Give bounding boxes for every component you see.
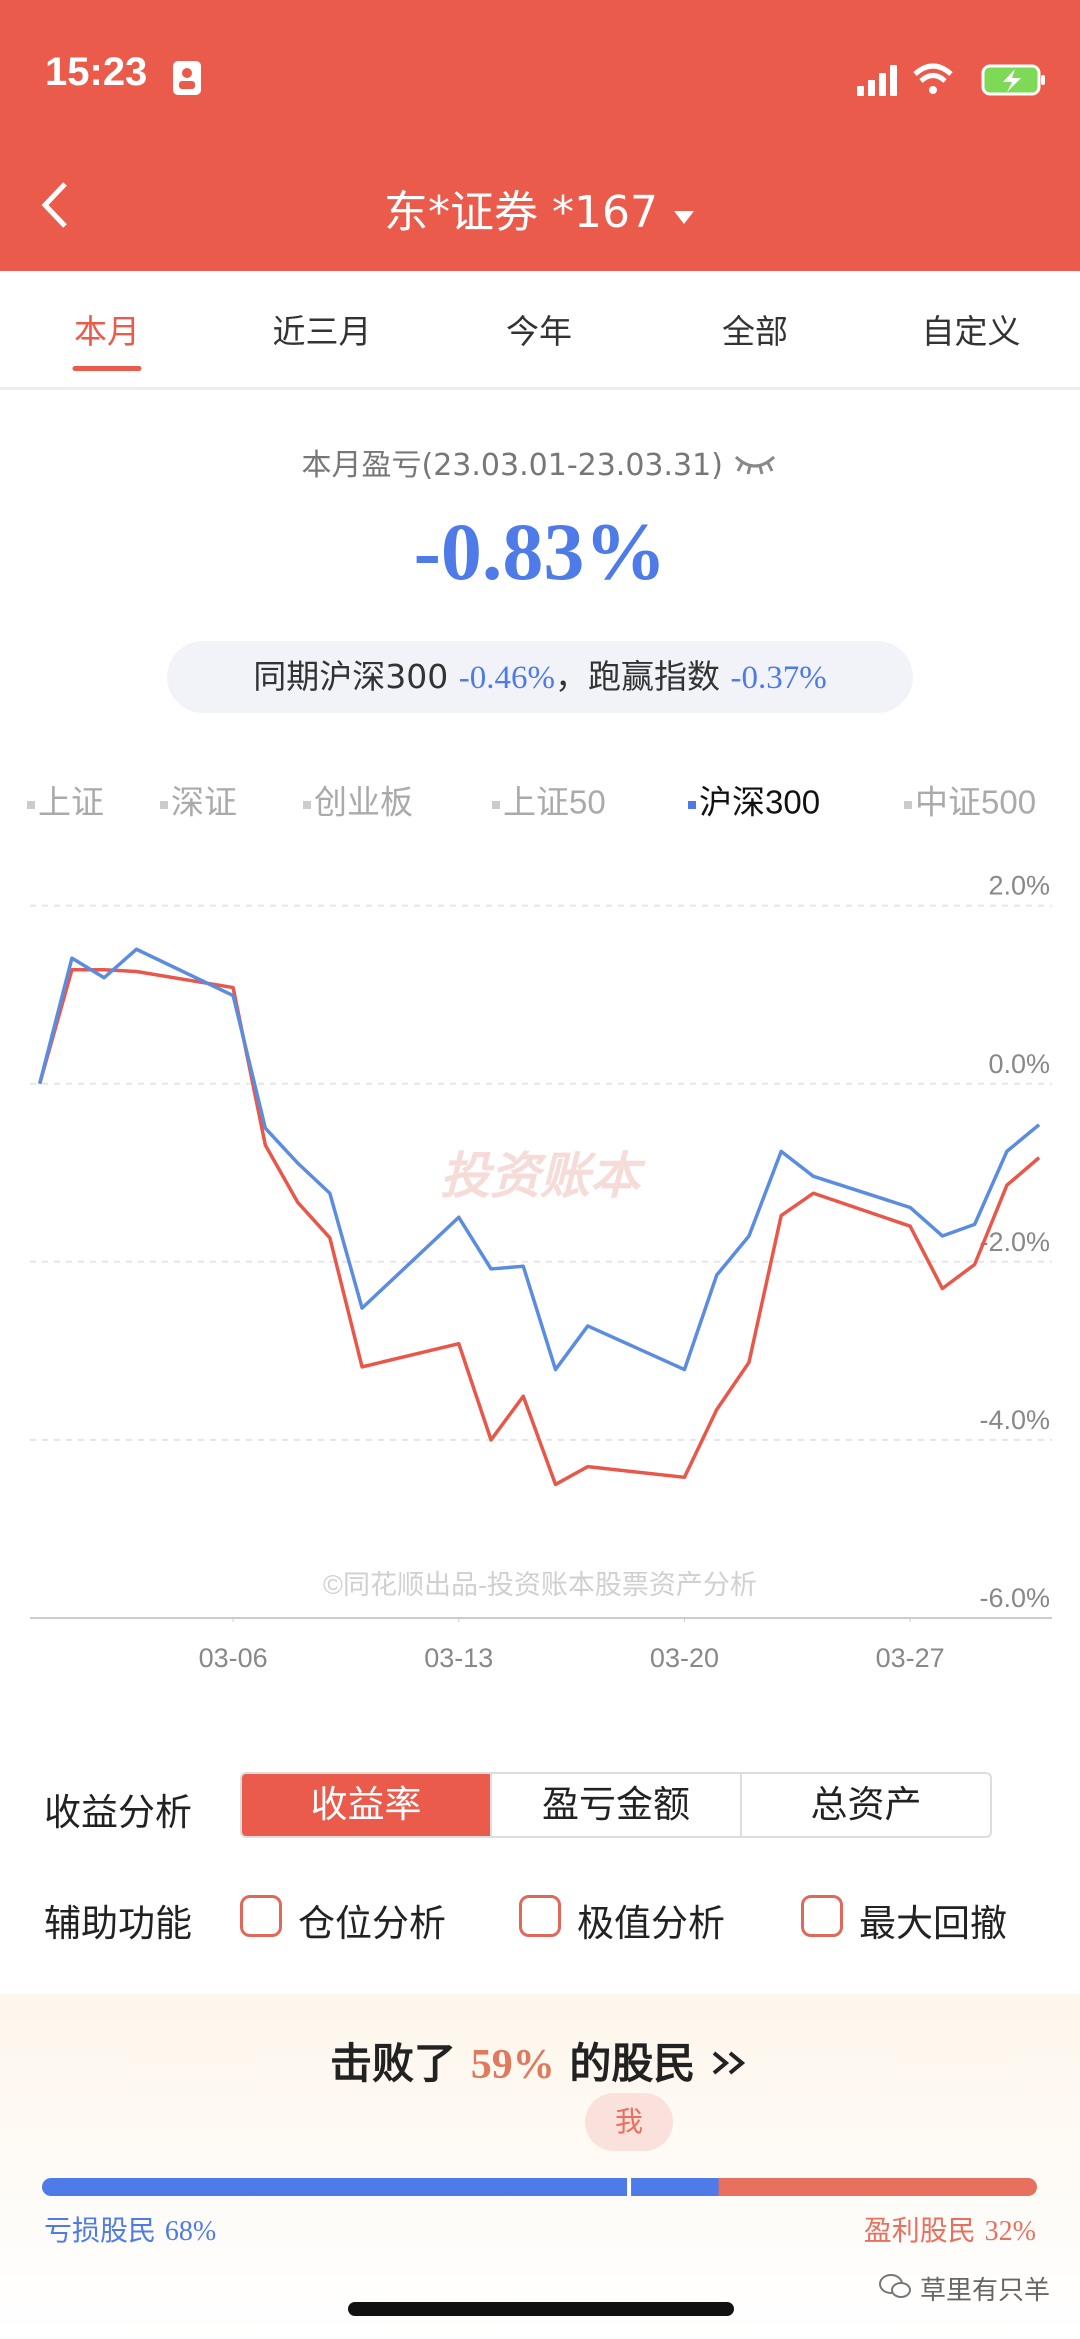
author-name: 草里有只羊 [919,2276,1050,2306]
period-label: 本月盈亏(23.03.01-23.03.31) [301,448,723,483]
profit-value: 32% [984,2216,1036,2247]
analysis-option[interactable]: 收益率 [242,1774,490,1836]
summary-label: 本月盈亏(23.03.01-23.03.31) [0,440,1080,484]
loss-segment-end [709,2178,719,2196]
status-icons [857,63,1045,96]
analysis-selector: 收益率 盈亏金额 总资产 [240,1772,992,1838]
legend-label[interactable]: 沪深300 [699,784,820,821]
status-icon [173,61,201,95]
profit-label: 盈利股民 32% [864,2209,1036,2249]
period-tab[interactable]: 近三月 [272,312,372,351]
y-tick-label: -6.0% [979,1583,1050,1613]
loss-label: 亏损股民 68% [44,2209,216,2249]
legend-marker [160,801,168,809]
auxiliary-label: 辅助功能 [44,1902,192,1945]
legend-label[interactable]: 中证500 [915,784,1036,821]
author-watermark: 草里有只羊 [878,2270,1050,2307]
checkbox[interactable] [801,1895,843,1937]
legend-marker [27,801,35,809]
loss-value: 68% [164,2216,217,2247]
excess-return: -0.37% [730,660,827,696]
beat-prefix: 击败了 [330,2039,457,2088]
chart-watermark: 投资账本 [440,1148,646,1204]
more-arrows [712,2051,746,2075]
legend-label[interactable]: 上证50 [503,784,606,821]
ranking-bar [42,2178,1037,2196]
legend-label[interactable]: 上证 [38,784,104,821]
legend-marker [904,801,912,809]
profit-segment [709,2178,1037,2196]
tab-underline [72,366,142,371]
legend-marker [492,801,500,809]
ranking-section [0,1994,1080,2339]
legend-marker [688,801,696,809]
legend-label[interactable]: 深证 [171,784,237,821]
chart-credit: ©同花顺出品-投资账本股票资产分析 [323,1570,757,1600]
checkbox[interactable] [519,1895,561,1937]
period-tab[interactable]: 自定义 [921,312,1021,351]
header-bar [0,0,1080,271]
analysis-label: 收益分析 [44,1791,192,1834]
account-title[interactable]: 东*证券 *167 [0,176,1080,240]
period-tabs: 本月 近三月 今年 全部 自定义 [0,271,1080,390]
compare-label: 同期沪深300 [253,657,449,696]
return-chart: 上证 深证 创业板 上证50 沪深300 中证500 投资账本 ©同花顺出品-投资账本股票资产… [27,784,1052,1673]
wechat-icon [878,2274,911,2298]
checkbox-label: 仓位分析 [298,1902,446,1945]
beat-suffix: 的股民 [569,2039,696,2088]
legend-label[interactable]: 创业板 [314,784,413,821]
loss-name: 亏损股民 [44,2214,157,2247]
x-tick-label: 03-06 [199,1643,268,1673]
status-time: 15:23 [45,50,148,94]
index-return: -0.46% [458,660,555,696]
y-tick-label: 0.0% [988,1049,1050,1079]
analysis-option[interactable]: 总资产 [740,1774,990,1836]
account-name: 东*证券 *167 [384,187,658,238]
back-button[interactable] [35,180,75,230]
period-tab[interactable]: 今年 [506,312,572,351]
x-tick-label: 03-27 [876,1643,945,1673]
beat-value: 59% [470,2042,555,2088]
me-marker: 我 [585,2093,674,2151]
period-tab[interactable]: 全部 [722,312,788,351]
comparison-pill: 同期沪深300 -0.46%，跑赢指数 -0.37% [167,641,913,713]
analysis-option[interactable]: 盈亏金额 [490,1774,740,1836]
dropdown-arrow [673,211,694,224]
beat-text[interactable]: 击败了 59% 的股民 [0,2030,1080,2091]
checkbox-label: 极值分析 [577,1902,725,1945]
monthly-return: -0.83% [413,506,667,597]
loss-segment [42,2178,719,2196]
x-tick-label: 03-20 [650,1643,719,1673]
y-tick-label: -4.0% [979,1405,1050,1435]
eye-icon[interactable] [732,451,778,475]
checkbox[interactable] [240,1895,282,1937]
legend-marker [303,801,311,809]
series-line [37,947,1041,1372]
series-line [37,967,1041,1487]
profit-name: 盈利股民 [863,2214,976,2247]
period-tab[interactable]: 本月 [74,312,140,351]
x-tick-label: 03-13 [424,1643,493,1673]
y-tick-label: 2.0% [988,871,1050,901]
home-indicator [348,2302,734,2316]
excess-label: ，跑赢指数 [555,657,720,696]
checkbox-label: 最大回撤 [859,1902,1007,1945]
y-tick-label: -2.0% [979,1227,1050,1257]
